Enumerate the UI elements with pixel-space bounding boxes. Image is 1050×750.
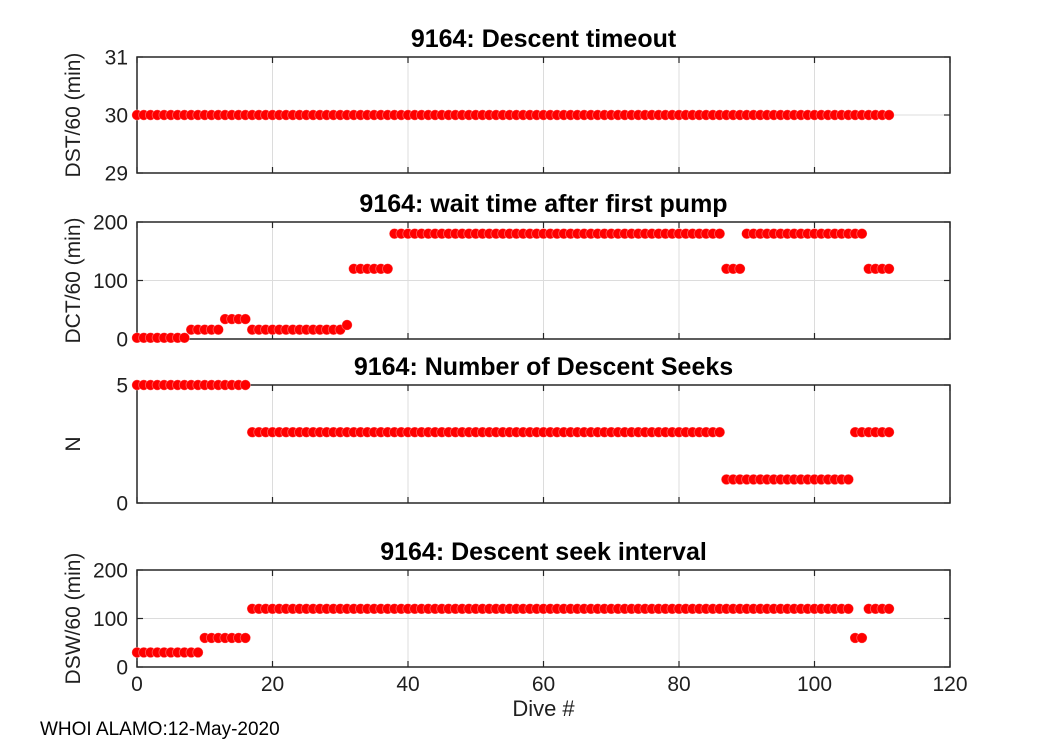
x-tick-label: 120 (932, 673, 967, 696)
y-axis-label: N (62, 436, 85, 451)
y-tick-label: 200 (93, 560, 128, 583)
subplot-9164-descent-timeout: 29 30 31 DST/60 (min) 9164: Descent timeout (62, 25, 951, 186)
y-tick-label: 29 (105, 163, 128, 186)
data-point (192, 646, 204, 659)
y-tick-label: 5 (116, 375, 128, 398)
subplot-9164-wait-time-after-first-pump: 0 100 200 DCT/60 (min) 9164: wait time after… (62, 190, 951, 352)
data-point (856, 632, 868, 644)
data-run (131, 646, 204, 659)
y-axis-label: DST/60 (min) (62, 53, 85, 178)
x-tick-label: 100 (797, 673, 832, 696)
data-point (714, 228, 726, 240)
data-run (348, 263, 394, 275)
data-point (734, 263, 746, 275)
data-run (849, 426, 895, 438)
data-point (883, 426, 895, 438)
data-point (239, 313, 251, 325)
data-point (714, 426, 726, 438)
y-axis-label: DCT/60 (min) (62, 217, 85, 343)
y-tick-label: 0 (116, 329, 128, 352)
data-run (131, 379, 251, 391)
data-run (388, 228, 726, 240)
data-point (883, 603, 895, 615)
data-point (842, 473, 854, 485)
subplot-title: 9164: Number of Descent Seeks (354, 353, 733, 381)
y-tick-label: 31 (105, 47, 128, 70)
y-tick-label: 0 (116, 493, 128, 516)
subplot-title: 9164: wait time after first pump (359, 190, 727, 218)
data-point (842, 603, 854, 615)
data-run (341, 319, 353, 331)
data-run (720, 263, 746, 275)
data-point (239, 632, 251, 644)
x-tick-label: 40 (396, 673, 419, 696)
y-tick-label: 0 (116, 657, 128, 680)
data-run (131, 332, 191, 344)
data-run (849, 632, 868, 644)
data-run (246, 426, 726, 438)
data-run (131, 109, 895, 121)
footer-credit: WHOI ALAMO:12-May-2020 (40, 719, 280, 740)
data-series-dsw-60 (131, 603, 895, 659)
data-run (863, 263, 895, 275)
data-point (856, 228, 868, 240)
x-tick-label: 0 (131, 673, 143, 696)
data-point (212, 324, 224, 336)
data-series-dct-60 (131, 228, 895, 344)
data-series-n (131, 379, 895, 485)
y-tick-label: 100 (93, 608, 128, 631)
data-run (219, 313, 251, 325)
data-point (883, 109, 895, 121)
x-axis-label: Dive # (512, 696, 575, 721)
x-tick-label: 60 (532, 673, 555, 696)
data-point (382, 263, 394, 275)
data-point (239, 379, 251, 391)
data-run (741, 228, 868, 240)
subplot-title: 9164: Descent seek interval (380, 538, 707, 566)
data-series-dst-60 (131, 109, 895, 121)
y-tick-label: 200 (93, 212, 128, 235)
data-run (863, 603, 895, 615)
y-tick-label: 100 (93, 270, 128, 293)
y-axis-label: DSW/60 (min) (62, 553, 85, 685)
data-point (178, 332, 191, 344)
data-point (883, 263, 895, 275)
data-run (185, 324, 224, 336)
x-tick-label: 20 (261, 673, 284, 696)
x-tick-label: 80 (667, 673, 690, 696)
subplot-9164-number-of-descent-seeks: 0 5 N 9164: Number of Descent Seeks (62, 353, 951, 516)
y-tick-label: 30 (105, 105, 128, 128)
data-run (246, 324, 346, 336)
data-point (341, 319, 353, 331)
subplot-title: 9164: Descent timeout (411, 25, 677, 53)
data-run (720, 473, 854, 485)
data-run (246, 603, 854, 615)
data-run (199, 632, 251, 644)
